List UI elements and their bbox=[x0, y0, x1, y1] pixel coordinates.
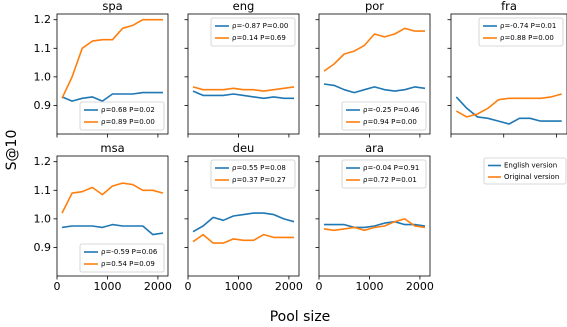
legend-label: ρ=0.94 P=0.00 bbox=[363, 118, 417, 126]
y-tick-label: 1.2 bbox=[34, 155, 52, 168]
x-tick-label: 2000 bbox=[275, 280, 303, 293]
legend-label: ρ=-0.87 P=0.00 bbox=[232, 22, 288, 30]
legend-label: ρ=0.72 P=0.01 bbox=[363, 176, 417, 184]
axes-frame bbox=[56, 13, 169, 135]
legend-label: ρ=-0.74 P=0.01 bbox=[500, 22, 556, 30]
legend-box bbox=[79, 243, 165, 273]
subplot-title: spa bbox=[102, 0, 122, 13]
axes-frame bbox=[450, 13, 567, 135]
series-line-original bbox=[61, 18, 163, 99]
y-tick-label: 0.9 bbox=[34, 241, 52, 254]
y-tick-label: 1.1 bbox=[34, 184, 52, 197]
subplot-title: deu bbox=[233, 141, 255, 155]
series-line-original bbox=[192, 86, 295, 92]
y-tick-label: 1.1 bbox=[34, 42, 52, 55]
axes-frame bbox=[187, 13, 300, 135]
subplot-eng: eng ρ=-0.87 P=0.00 ρ=0.14 P=0.69 bbox=[184, 0, 300, 138]
series-line-english bbox=[192, 212, 295, 233]
x-tick-label: 1000 bbox=[224, 280, 252, 293]
legend-label: ρ=-0.59 P=0.06 bbox=[101, 248, 158, 256]
subplot-legend: ρ=0.68 P=0.02 ρ=0.89 P=0.00 bbox=[79, 101, 165, 131]
legend-label: ρ=0.88 P=0.00 bbox=[500, 34, 554, 42]
legend-box bbox=[210, 17, 296, 47]
legend-label: ρ=-0.04 P=0.91 bbox=[363, 164, 419, 172]
subplot-legend: ρ=-0.74 P=0.01 ρ=0.88 P=0.00 bbox=[478, 17, 564, 47]
subplot-deu: deu 0 1000 2000 ρ=0.55 P=0.08 ρ=0.37 P=0.27 bbox=[184, 141, 303, 293]
subplot-title: por bbox=[365, 0, 384, 13]
x-tick-label: 2000 bbox=[144, 280, 172, 293]
legend-label: ρ=-0.25 P=0.46 bbox=[363, 106, 420, 114]
y-tick-label: 1.0 bbox=[34, 212, 52, 225]
subplot-legend: ρ=-0.25 P=0.46 ρ=0.94 P=0.00 bbox=[341, 101, 427, 131]
subplot-fra: fra ρ=-0.74 P=0.01 ρ=0.88 P=0.00 bbox=[447, 0, 567, 138]
series-line-english bbox=[61, 223, 164, 236]
subplot-legend: ρ=-0.87 P=0.00 ρ=0.14 P=0.69 bbox=[210, 17, 296, 47]
series-line-english bbox=[455, 96, 562, 125]
axes-frame bbox=[187, 155, 300, 277]
figure-legend-label: English version bbox=[504, 162, 557, 170]
subplot-title: eng bbox=[233, 0, 255, 13]
y-tick-label: 0.9 bbox=[34, 99, 52, 112]
axes-frame bbox=[318, 13, 431, 135]
axes-frame bbox=[318, 155, 431, 277]
series-line-original bbox=[61, 182, 164, 214]
axes-frame bbox=[56, 155, 169, 277]
y-tick-label: 1.0 bbox=[34, 70, 52, 83]
panels: spa 0.9 1.0 1.1 1.2 ρ=0.68 P=0.02 ρ=0.89 P=0.0… bbox=[34, 0, 567, 293]
subplot-title: msa bbox=[100, 141, 124, 155]
series-line-original bbox=[455, 93, 562, 118]
figure-legend-label: Original version bbox=[504, 173, 559, 181]
subplot-legend: ρ=-0.04 P=0.91 ρ=0.72 P=0.01 bbox=[341, 159, 427, 189]
legend-box bbox=[341, 159, 427, 189]
series-line-english bbox=[192, 90, 294, 100]
legend-box bbox=[478, 17, 564, 47]
figure-ylabel: S@10 bbox=[4, 130, 20, 171]
legend-label: ρ=0.14 P=0.69 bbox=[232, 34, 286, 42]
series-line-english bbox=[323, 83, 426, 94]
x-tick-label: 0 bbox=[185, 280, 192, 293]
subplot-legend: ρ=-0.59 P=0.06 ρ=0.54 P=0.09 bbox=[79, 243, 165, 273]
x-tick-label: 0 bbox=[54, 280, 61, 293]
legend-label: ρ=0.89 P=0.00 bbox=[101, 118, 155, 126]
x-tick-label: 0 bbox=[316, 280, 323, 293]
figure-legend-box bbox=[483, 157, 567, 185]
subplot-legend: ρ=0.55 P=0.08 ρ=0.37 P=0.27 bbox=[210, 159, 296, 189]
subplot-ara: ara 0 1000 2000 ρ=-0.04 P=0.91 ρ=0.72 P=0.01 bbox=[315, 141, 434, 293]
series-line-english bbox=[324, 220, 426, 229]
x-tick-label: 1000 bbox=[355, 280, 383, 293]
legend-box bbox=[341, 101, 427, 131]
subplot-spa: spa 0.9 1.0 1.1 1.2 ρ=0.68 P=0.02 ρ=0.89 P=0.0… bbox=[34, 0, 169, 138]
subplot-title: fra bbox=[501, 0, 517, 13]
series-line-original bbox=[323, 27, 425, 72]
legend-box bbox=[79, 101, 165, 131]
subplot-title: ara bbox=[365, 141, 384, 155]
subplot-por: por ρ=-0.25 P=0.46 ρ=0.94 P=0.00 bbox=[315, 0, 431, 138]
y-tick-label: 1.2 bbox=[34, 13, 52, 26]
figure-legend: English version Original version bbox=[483, 157, 567, 185]
legend-label: ρ=0.37 P=0.27 bbox=[232, 176, 286, 184]
series-line-original bbox=[323, 218, 426, 232]
legend-label: ρ=0.55 P=0.08 bbox=[232, 164, 286, 172]
legend-box bbox=[210, 159, 296, 189]
legend-label: ρ=0.54 P=0.09 bbox=[101, 260, 155, 268]
figure-xlabel: Pool size bbox=[270, 309, 331, 325]
series-line-english bbox=[61, 91, 163, 102]
series-line-original bbox=[192, 233, 294, 244]
x-tick-label: 1000 bbox=[93, 280, 121, 293]
legend-label: ρ=0.68 P=0.02 bbox=[101, 106, 155, 114]
x-tick-label: 2000 bbox=[406, 280, 434, 293]
